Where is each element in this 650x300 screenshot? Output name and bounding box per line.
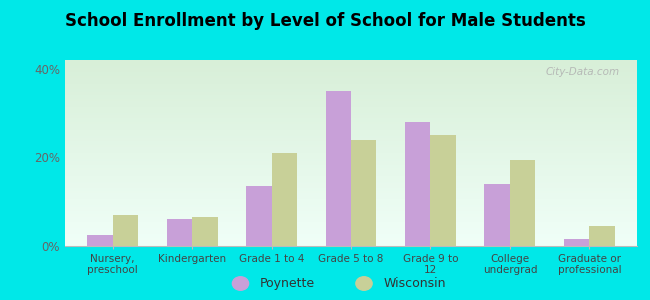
Bar	[590, 226, 615, 246]
Text: Poynette: Poynette	[260, 277, 315, 290]
Text: City-Data.com: City-Data.com	[546, 68, 620, 77]
Bar	[112, 215, 138, 246]
Bar	[192, 217, 218, 246]
Bar	[87, 235, 112, 246]
Bar	[326, 91, 351, 246]
Bar	[166, 219, 192, 246]
Text: Wisconsin: Wisconsin	[384, 277, 446, 290]
Bar	[430, 135, 456, 246]
Bar	[246, 186, 272, 246]
Bar	[351, 140, 376, 246]
Bar	[564, 239, 590, 246]
Bar	[272, 153, 297, 246]
Bar	[484, 184, 510, 246]
Bar	[405, 122, 430, 246]
Text: School Enrollment by Level of School for Male Students: School Enrollment by Level of School for…	[64, 12, 586, 30]
Bar	[510, 160, 536, 246]
